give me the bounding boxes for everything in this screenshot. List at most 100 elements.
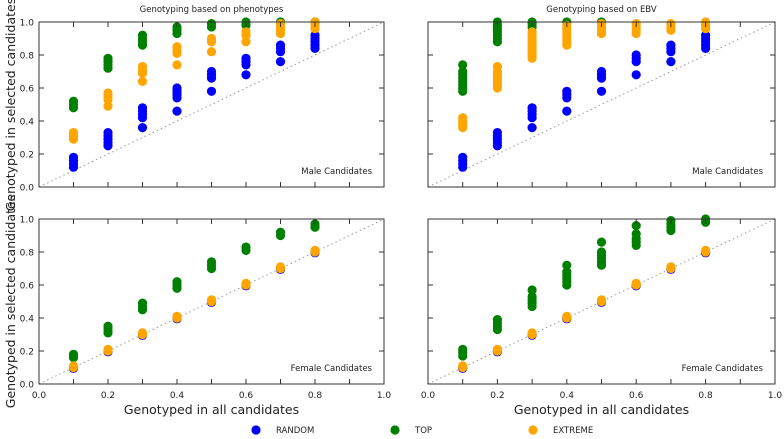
point-extreme bbox=[241, 27, 251, 37]
point-top bbox=[103, 53, 113, 63]
point-random bbox=[458, 152, 468, 162]
point-random bbox=[241, 70, 251, 80]
point-random bbox=[137, 123, 148, 133]
point-top bbox=[137, 298, 148, 308]
point-top bbox=[596, 247, 607, 257]
legend-item-random: RANDOM bbox=[251, 425, 314, 436]
point-top bbox=[562, 260, 572, 270]
point-top bbox=[241, 242, 251, 252]
point-extreme bbox=[596, 295, 607, 305]
point-top bbox=[68, 349, 79, 359]
point-top bbox=[527, 291, 537, 302]
point-top bbox=[458, 60, 468, 70]
point-extreme bbox=[241, 278, 251, 288]
point-top bbox=[631, 221, 641, 231]
y-tick-label: 1.0 bbox=[20, 19, 35, 29]
point-random bbox=[68, 152, 79, 162]
panel-title: Genotyping based on EBV bbox=[546, 5, 657, 15]
point-extreme bbox=[103, 88, 113, 98]
y-tick-label: 0.4 bbox=[20, 118, 35, 128]
point-random bbox=[596, 86, 607, 96]
point-extreme bbox=[172, 60, 182, 70]
point-random bbox=[527, 103, 537, 113]
y-tick-label: 0.6 bbox=[20, 85, 35, 95]
x-tick-label: 1.0 bbox=[377, 391, 392, 401]
point-extreme bbox=[172, 311, 182, 321]
x-tick-label: 0.2 bbox=[101, 391, 115, 401]
x-tick-label: 0.4 bbox=[560, 391, 575, 401]
y-tick-label: 0.2 bbox=[20, 151, 34, 161]
legend-marker bbox=[528, 425, 538, 435]
point-random bbox=[562, 86, 572, 96]
x-tick-label: 0.6 bbox=[239, 391, 254, 401]
point-random bbox=[666, 57, 676, 67]
panel-3: 0.0 0.2 0.4 0.6 0.8 1.0 0.0 0.2 0.4 0.6 0.8 1.0 Fema… bbox=[3, 195, 391, 417]
legend-label: RANDOM bbox=[276, 426, 314, 435]
y-tick-label: 0.2 bbox=[20, 348, 34, 358]
x-tick-label: 0.0 bbox=[32, 391, 47, 401]
legend-item-extreme: EXTREME bbox=[528, 425, 593, 436]
point-random bbox=[562, 106, 572, 116]
panel-2: Genotyping based on EBV Male Candidates bbox=[427, 5, 776, 188]
y-tick-label: 0.8 bbox=[20, 249, 35, 259]
point-top bbox=[631, 229, 641, 239]
y-tick-label: 0.8 bbox=[20, 52, 35, 62]
point-extreme bbox=[172, 42, 182, 52]
point-random bbox=[206, 86, 217, 96]
panel-annotation: Female Candidates bbox=[682, 364, 764, 374]
point-random bbox=[631, 50, 641, 60]
diagonal-line bbox=[427, 218, 776, 385]
x-axis-label: Genotyped in all candidates bbox=[124, 402, 299, 417]
point-top bbox=[562, 267, 572, 277]
point-random bbox=[310, 30, 320, 40]
point-random bbox=[631, 70, 641, 80]
legend-item-top: TOP bbox=[390, 425, 432, 436]
legend-marker bbox=[251, 425, 261, 435]
legend-marker bbox=[390, 425, 400, 435]
legend: RANDOM TOP EXTREME bbox=[251, 425, 593, 436]
x-tick-label: 0.8 bbox=[698, 391, 713, 401]
point-extreme bbox=[527, 27, 537, 37]
y-tick-label: 0.0 bbox=[20, 381, 35, 391]
point-extreme bbox=[458, 361, 468, 371]
point-top bbox=[103, 321, 113, 331]
point-random bbox=[206, 66, 217, 77]
point-random bbox=[172, 106, 182, 116]
point-top bbox=[137, 30, 148, 40]
panel-annotation: Female Candidates bbox=[291, 364, 373, 374]
point-extreme bbox=[562, 311, 572, 321]
point-extreme bbox=[666, 262, 676, 272]
point-top bbox=[206, 257, 217, 267]
point-top bbox=[458, 66, 468, 77]
x-tick-label: 0.6 bbox=[629, 391, 644, 401]
panel-title: Genotyping based on phenotypes bbox=[140, 5, 284, 15]
point-extreme bbox=[458, 113, 468, 123]
point-random bbox=[596, 66, 607, 77]
y-tick-label: 0.4 bbox=[20, 315, 35, 325]
x-tick-label: 0.0 bbox=[421, 391, 436, 401]
point-random bbox=[275, 57, 286, 67]
point-extreme bbox=[492, 61, 502, 72]
point-extreme bbox=[492, 344, 502, 354]
point-extreme bbox=[310, 245, 320, 255]
diagonal-line bbox=[427, 21, 776, 188]
panel-annotation: Male Candidates bbox=[301, 167, 372, 177]
point-top bbox=[172, 277, 182, 287]
point-random bbox=[137, 103, 148, 113]
y-axis-label: Genotyped in selected candidates bbox=[3, 195, 18, 408]
y-tick-label: 1.0 bbox=[20, 216, 35, 226]
x-tick-label: 0.4 bbox=[170, 391, 185, 401]
y-tick-label: 0.6 bbox=[20, 282, 35, 292]
diagonal-line bbox=[38, 21, 385, 188]
legend-label: EXTREME bbox=[553, 426, 593, 435]
x-axis-label: Genotyped in all candidates bbox=[514, 402, 689, 417]
diagonal-line bbox=[38, 218, 385, 385]
plot-frame bbox=[427, 21, 776, 188]
point-extreme bbox=[68, 361, 79, 371]
y-axis-label: Genotyped in selected candidates bbox=[3, 0, 18, 211]
point-random bbox=[275, 40, 286, 50]
point-extreme bbox=[137, 61, 148, 72]
panel-annotation: Male Candidates bbox=[692, 167, 763, 177]
point-extreme bbox=[206, 33, 217, 44]
point-random bbox=[527, 123, 537, 133]
